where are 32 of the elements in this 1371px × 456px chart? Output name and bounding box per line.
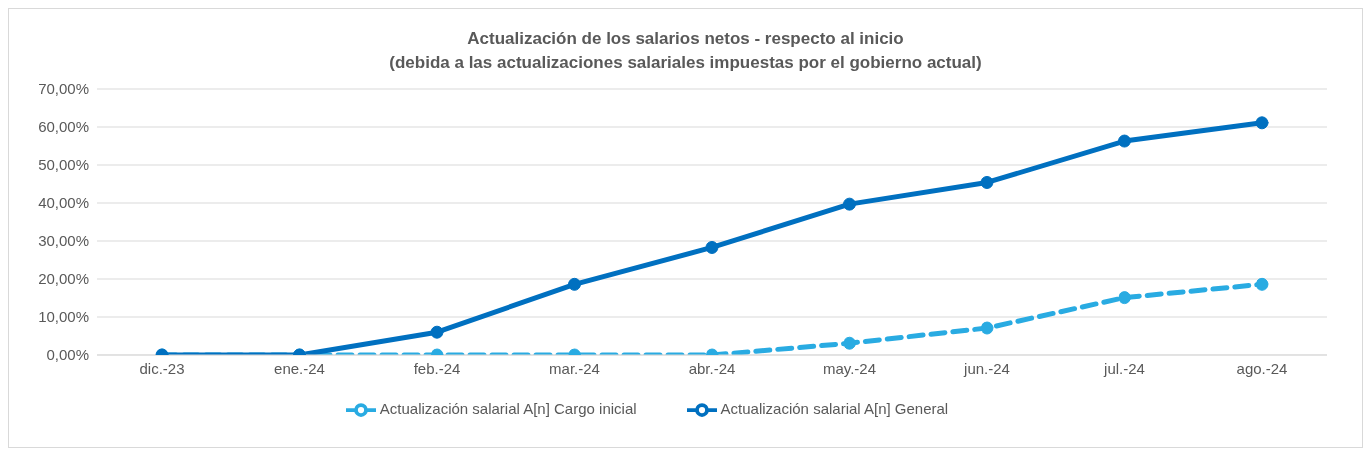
legend-label: Actualización salarial A[n] General bbox=[720, 399, 949, 417]
y-tick-label: 70,00% bbox=[38, 80, 89, 98]
y-tick-label: 20,00% bbox=[38, 270, 89, 288]
point bbox=[1255, 277, 1269, 291]
x-tick-label: dic.-23 bbox=[139, 359, 185, 377]
point bbox=[1255, 116, 1269, 130]
x-tick-label: jun.-24 bbox=[963, 359, 1010, 377]
y-tick-label: 10,00% bbox=[38, 308, 89, 326]
chart-title: Actualización de los salarios netos - respecto al inicio bbox=[466, 28, 905, 50]
y-tick-label: 30,00% bbox=[38, 232, 89, 250]
point bbox=[843, 336, 856, 350]
x-tick-label: abr.-24 bbox=[688, 359, 736, 377]
y-tick-label: 40,00% bbox=[38, 194, 89, 212]
x-tick-label: ago.-24 bbox=[1236, 359, 1288, 377]
x-tick-label: may.-24 bbox=[822, 359, 877, 377]
point bbox=[980, 175, 994, 189]
y-tick-label: 0,00% bbox=[46, 346, 89, 364]
point bbox=[568, 277, 581, 291]
y-tick-label: 50,00% bbox=[38, 156, 89, 174]
point bbox=[430, 325, 444, 339]
chart-subtitle: (debida a las actualizaciones salariales impuestas por el gobierno actual) bbox=[388, 52, 983, 74]
point bbox=[1118, 134, 1131, 148]
point bbox=[705, 240, 719, 254]
x-tick-label: jul.-24 bbox=[1103, 359, 1145, 377]
x-tick-label: feb.-24 bbox=[413, 359, 461, 377]
legend-label: Actualización salarial A[n] Cargo inicial bbox=[379, 399, 637, 417]
point bbox=[843, 197, 856, 211]
point bbox=[980, 321, 994, 335]
point bbox=[1118, 291, 1131, 305]
y-tick-label: 60,00% bbox=[38, 118, 89, 136]
x-tick-label: mar.-24 bbox=[549, 359, 600, 377]
x-tick-label: ene.-24 bbox=[274, 359, 325, 377]
